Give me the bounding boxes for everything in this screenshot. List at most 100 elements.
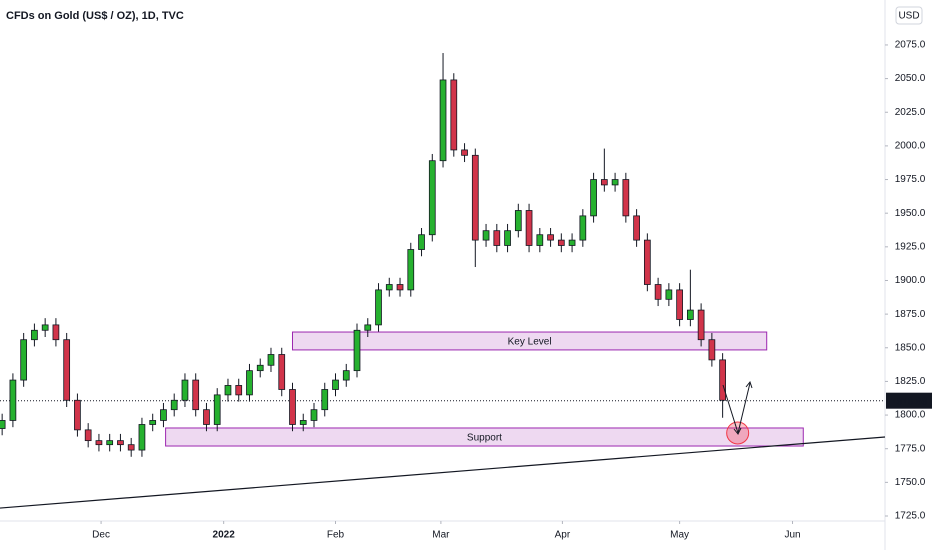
y-tick-label: 1800.0	[895, 410, 926, 421]
y-tick-label: 2000.0	[895, 141, 926, 152]
candle-body	[127, 444, 135, 451]
zone	[291, 331, 768, 351]
candle-body	[547, 234, 554, 241]
candle-body	[299, 420, 307, 425]
zone	[165, 427, 804, 447]
arrow-head	[733, 427, 742, 435]
candle-body	[493, 230, 501, 246]
candle-body	[708, 339, 716, 361]
candle-body	[676, 289, 683, 320]
candle-body	[9, 379, 17, 421]
candle-body	[52, 324, 60, 341]
candle-body	[353, 329, 361, 372]
y-tick-label: 1725.0	[895, 511, 926, 522]
candle-body	[278, 354, 286, 390]
candle-body	[213, 394, 221, 425]
candle-body	[633, 215, 640, 241]
candle-body	[504, 230, 511, 246]
candle-body	[364, 324, 372, 331]
candle-body	[719, 359, 726, 401]
candle-body	[20, 339, 28, 381]
candle-body	[0, 420, 6, 429]
candle-body	[407, 249, 415, 291]
y-tick-label: 2025.0	[895, 107, 926, 118]
candle-body	[41, 324, 49, 331]
y-tick-label: 1900.0	[895, 275, 926, 286]
candle-body	[450, 79, 458, 151]
candle-body	[235, 385, 243, 396]
candle-body	[471, 154, 479, 241]
zone-label: Key Level	[508, 337, 552, 348]
x-tick-label: May	[670, 530, 689, 541]
candle-body	[342, 370, 350, 381]
trend-line	[0, 436, 886, 509]
candle-body	[321, 389, 329, 411]
candle-body	[170, 399, 178, 411]
candle-body	[622, 179, 630, 217]
candle-body	[536, 234, 544, 246]
y-tick-label: 1950.0	[895, 208, 926, 219]
last-price-label: 1810.68	[891, 396, 928, 407]
candle-body	[31, 329, 38, 341]
x-tick-label: Apr	[555, 530, 571, 541]
candle-body	[665, 289, 673, 300]
candle-body	[149, 420, 157, 425]
y-tick-label: 1925.0	[895, 241, 926, 252]
candle-body	[654, 284, 662, 300]
candle-body	[310, 409, 318, 421]
candle-body	[418, 234, 425, 250]
candle-body	[267, 354, 275, 366]
y-tick-label: 1850.0	[895, 342, 926, 353]
candle-body	[557, 239, 565, 246]
candle-body	[600, 179, 608, 186]
candle-body	[375, 289, 382, 326]
candle-body	[74, 399, 81, 431]
candle-body	[63, 339, 71, 401]
candle-body	[568, 239, 576, 246]
candle-body	[160, 409, 167, 421]
candle-body	[192, 379, 200, 411]
x-tick-label: Jun	[784, 530, 800, 541]
currency: USD	[898, 11, 919, 22]
candle-body	[181, 379, 189, 401]
plot	[0, 53, 886, 509]
y-tick-label: 2050.0	[895, 73, 926, 84]
y-tick-label: 1975.0	[895, 174, 926, 185]
candle-body	[525, 210, 533, 246]
candle-body	[579, 215, 587, 241]
chart-title: CFDs on Gold (US$ / OZ), 1D, TVC	[6, 10, 184, 22]
candle-body	[611, 179, 619, 186]
last-price-badge	[886, 392, 932, 409]
candle-body	[256, 364, 264, 372]
candle-body	[482, 230, 490, 241]
candle-body	[439, 79, 447, 162]
y-tick-label: 1775.0	[895, 443, 926, 454]
candle-body	[95, 440, 103, 446]
y-tick-label: 1875.0	[895, 309, 926, 320]
y-tick-label: 1825.0	[895, 376, 926, 387]
x-tick-label: Mar	[432, 530, 450, 541]
candle-body	[643, 239, 651, 285]
candle-body	[385, 284, 393, 291]
candle-body	[514, 210, 522, 232]
x-tick-label: Feb	[327, 530, 345, 541]
candle-body	[138, 424, 146, 451]
zone-label: Support	[467, 433, 502, 444]
candle-body	[687, 309, 694, 320]
candle-body	[428, 160, 436, 236]
candle-body	[203, 409, 210, 425]
y-tick-label: 1750.0	[895, 477, 926, 488]
candle-body	[396, 284, 404, 291]
y-tick-label: 2075.0	[895, 40, 926, 51]
x-tick-label: 2022	[213, 530, 236, 541]
arrow-head	[745, 380, 753, 389]
candle-body	[590, 179, 597, 217]
candle-body	[117, 440, 124, 446]
x-tick-label: Dec	[92, 530, 110, 541]
candle-body	[332, 379, 339, 390]
candle-body	[224, 385, 232, 396]
candle-body	[461, 149, 468, 156]
candle-body	[84, 429, 92, 442]
